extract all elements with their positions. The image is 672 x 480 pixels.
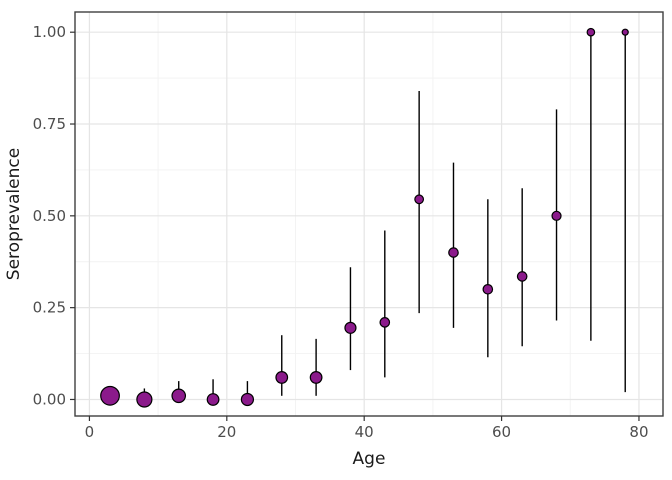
- x-tick-label: 60: [492, 423, 511, 441]
- x-tick-label: 20: [217, 423, 236, 441]
- data-point-age-38: [344, 321, 357, 334]
- data-point-age-3: [100, 385, 120, 406]
- x-tick-label: 0: [85, 423, 95, 441]
- data-point-age-73: [586, 27, 596, 37]
- chart-plot-area: 0 20 40 60 80 0.00 0.25 0.50 0.75 1.00: [33, 11, 664, 441]
- y-tick-label: 0.00: [33, 390, 66, 408]
- data-point-age-13: [171, 388, 187, 404]
- data-point-age-8: [136, 391, 153, 408]
- data-point-age-23: [240, 392, 255, 407]
- panel-background: [75, 12, 663, 416]
- x-tick-label: 80: [629, 423, 648, 441]
- y-tick-label: 0.25: [33, 299, 66, 317]
- panel-border: [74, 11, 664, 417]
- data-point-age-68: [551, 210, 562, 221]
- data-point-age-53: [448, 247, 459, 258]
- data-point-age-58: [482, 283, 494, 295]
- data-point-age-28: [275, 371, 289, 384]
- data-point-age-48: [414, 194, 425, 205]
- y-tick-label: 0.50: [33, 207, 66, 225]
- data-point-age-43: [379, 317, 391, 328]
- data-point-age-63: [516, 271, 528, 282]
- data-point-age-18: [206, 393, 220, 406]
- data-point-age-78: [621, 28, 629, 36]
- x-tick-label: 40: [355, 423, 374, 441]
- y-tick-label: 1.00: [33, 23, 66, 41]
- y-axis-title: Seroprevalence: [4, 148, 24, 280]
- data-point-age-33: [309, 371, 323, 384]
- x-axis-title: Age: [353, 449, 386, 469]
- y-tick-label: 0.75: [33, 115, 66, 133]
